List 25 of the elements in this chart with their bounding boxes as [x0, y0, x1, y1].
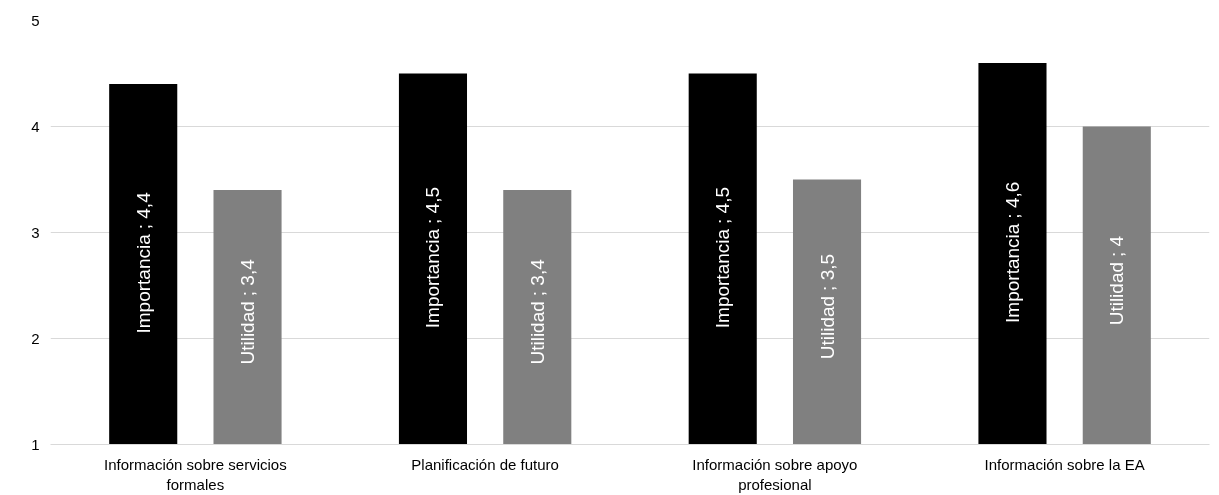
x-tick-label: Información sobre servicios formales — [104, 455, 287, 493]
x-tick-label: Planificación de futuro — [411, 455, 559, 473]
text: Utilidad — [1106, 261, 1128, 326]
data-label: ; 3,4 — [237, 258, 259, 297]
text: Utilidad — [816, 295, 838, 360]
data-label: ; 3,4 — [526, 258, 548, 297]
text: Importancia — [132, 234, 154, 334]
y-tick-label: 1 — [31, 435, 40, 453]
series-label: Importancia — [422, 228, 444, 329]
x-tick-label: Información sobre apoyo profesional — [692, 455, 858, 493]
text: Utilidad — [237, 301, 259, 365]
y-tick-label: 3 — [31, 223, 40, 241]
data-label: ; 4,4 — [132, 191, 154, 230]
data-label: ; 4 — [1106, 235, 1128, 257]
y-tick-label: 5 — [31, 11, 40, 29]
y-tick-label: 4 — [31, 117, 40, 135]
text: Importancia — [712, 228, 734, 329]
text: Importancia — [1001, 223, 1023, 323]
data-label: ; 4,5 — [712, 186, 734, 224]
y-tick-label: 2 — [31, 329, 40, 347]
x-tick-label: Información sobre la EA — [984, 455, 1145, 473]
data-label: ; 4,6 — [1001, 181, 1023, 219]
data-label: ; 4,5 — [422, 186, 444, 224]
data-label: ; 3,5 — [816, 253, 838, 291]
series-label: Utilidad — [526, 301, 548, 365]
